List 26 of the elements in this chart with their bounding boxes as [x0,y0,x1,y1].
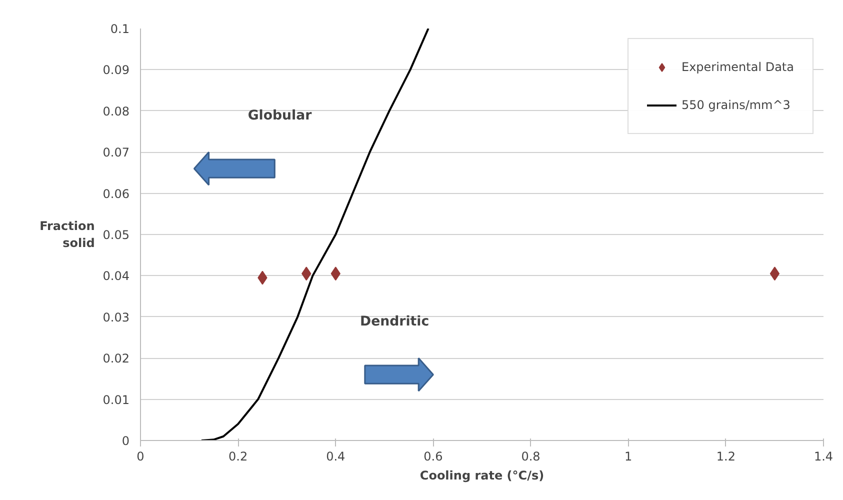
y-tick-label: 0.07 [102,146,130,160]
x-tick-label: 1.4 [814,450,834,464]
x-tick-label: 0 [136,450,144,464]
y-tick-label: 0.02 [102,352,130,366]
x-axis-title: Cooling rate (°C/s) [420,468,544,482]
y-tick-label: 0.1 [110,22,130,36]
y-tick-label: 0.03 [102,310,130,324]
y-tick-label: 0.04 [102,269,130,284]
x-tick-label: 0.6 [424,450,443,464]
annotation: Dendritic [360,314,430,330]
x-tick-label: 0.8 [521,450,540,464]
y-tick-label: 0.09 [102,63,130,78]
y-tick-label: 0 [122,434,130,448]
legend-label: Experimental Data [682,60,794,74]
x-tick-label: 0.2 [228,450,248,464]
y-tick-label: 0.05 [102,228,130,242]
legend-label: 550 grains/mm^3 [682,98,790,112]
annotation: Globular [248,108,312,124]
y-axis-title: Fraction solid [40,219,95,250]
x-tick-label: 1.2 [716,450,736,464]
line-series [200,28,430,440]
y-tick-label: 0.08 [102,104,130,118]
y-tick-label: 0.01 [102,392,130,407]
x-tick-label: 1 [624,450,632,464]
y-tick-label: 0.06 [102,186,130,201]
x-tick-label: 0.4 [326,450,346,464]
